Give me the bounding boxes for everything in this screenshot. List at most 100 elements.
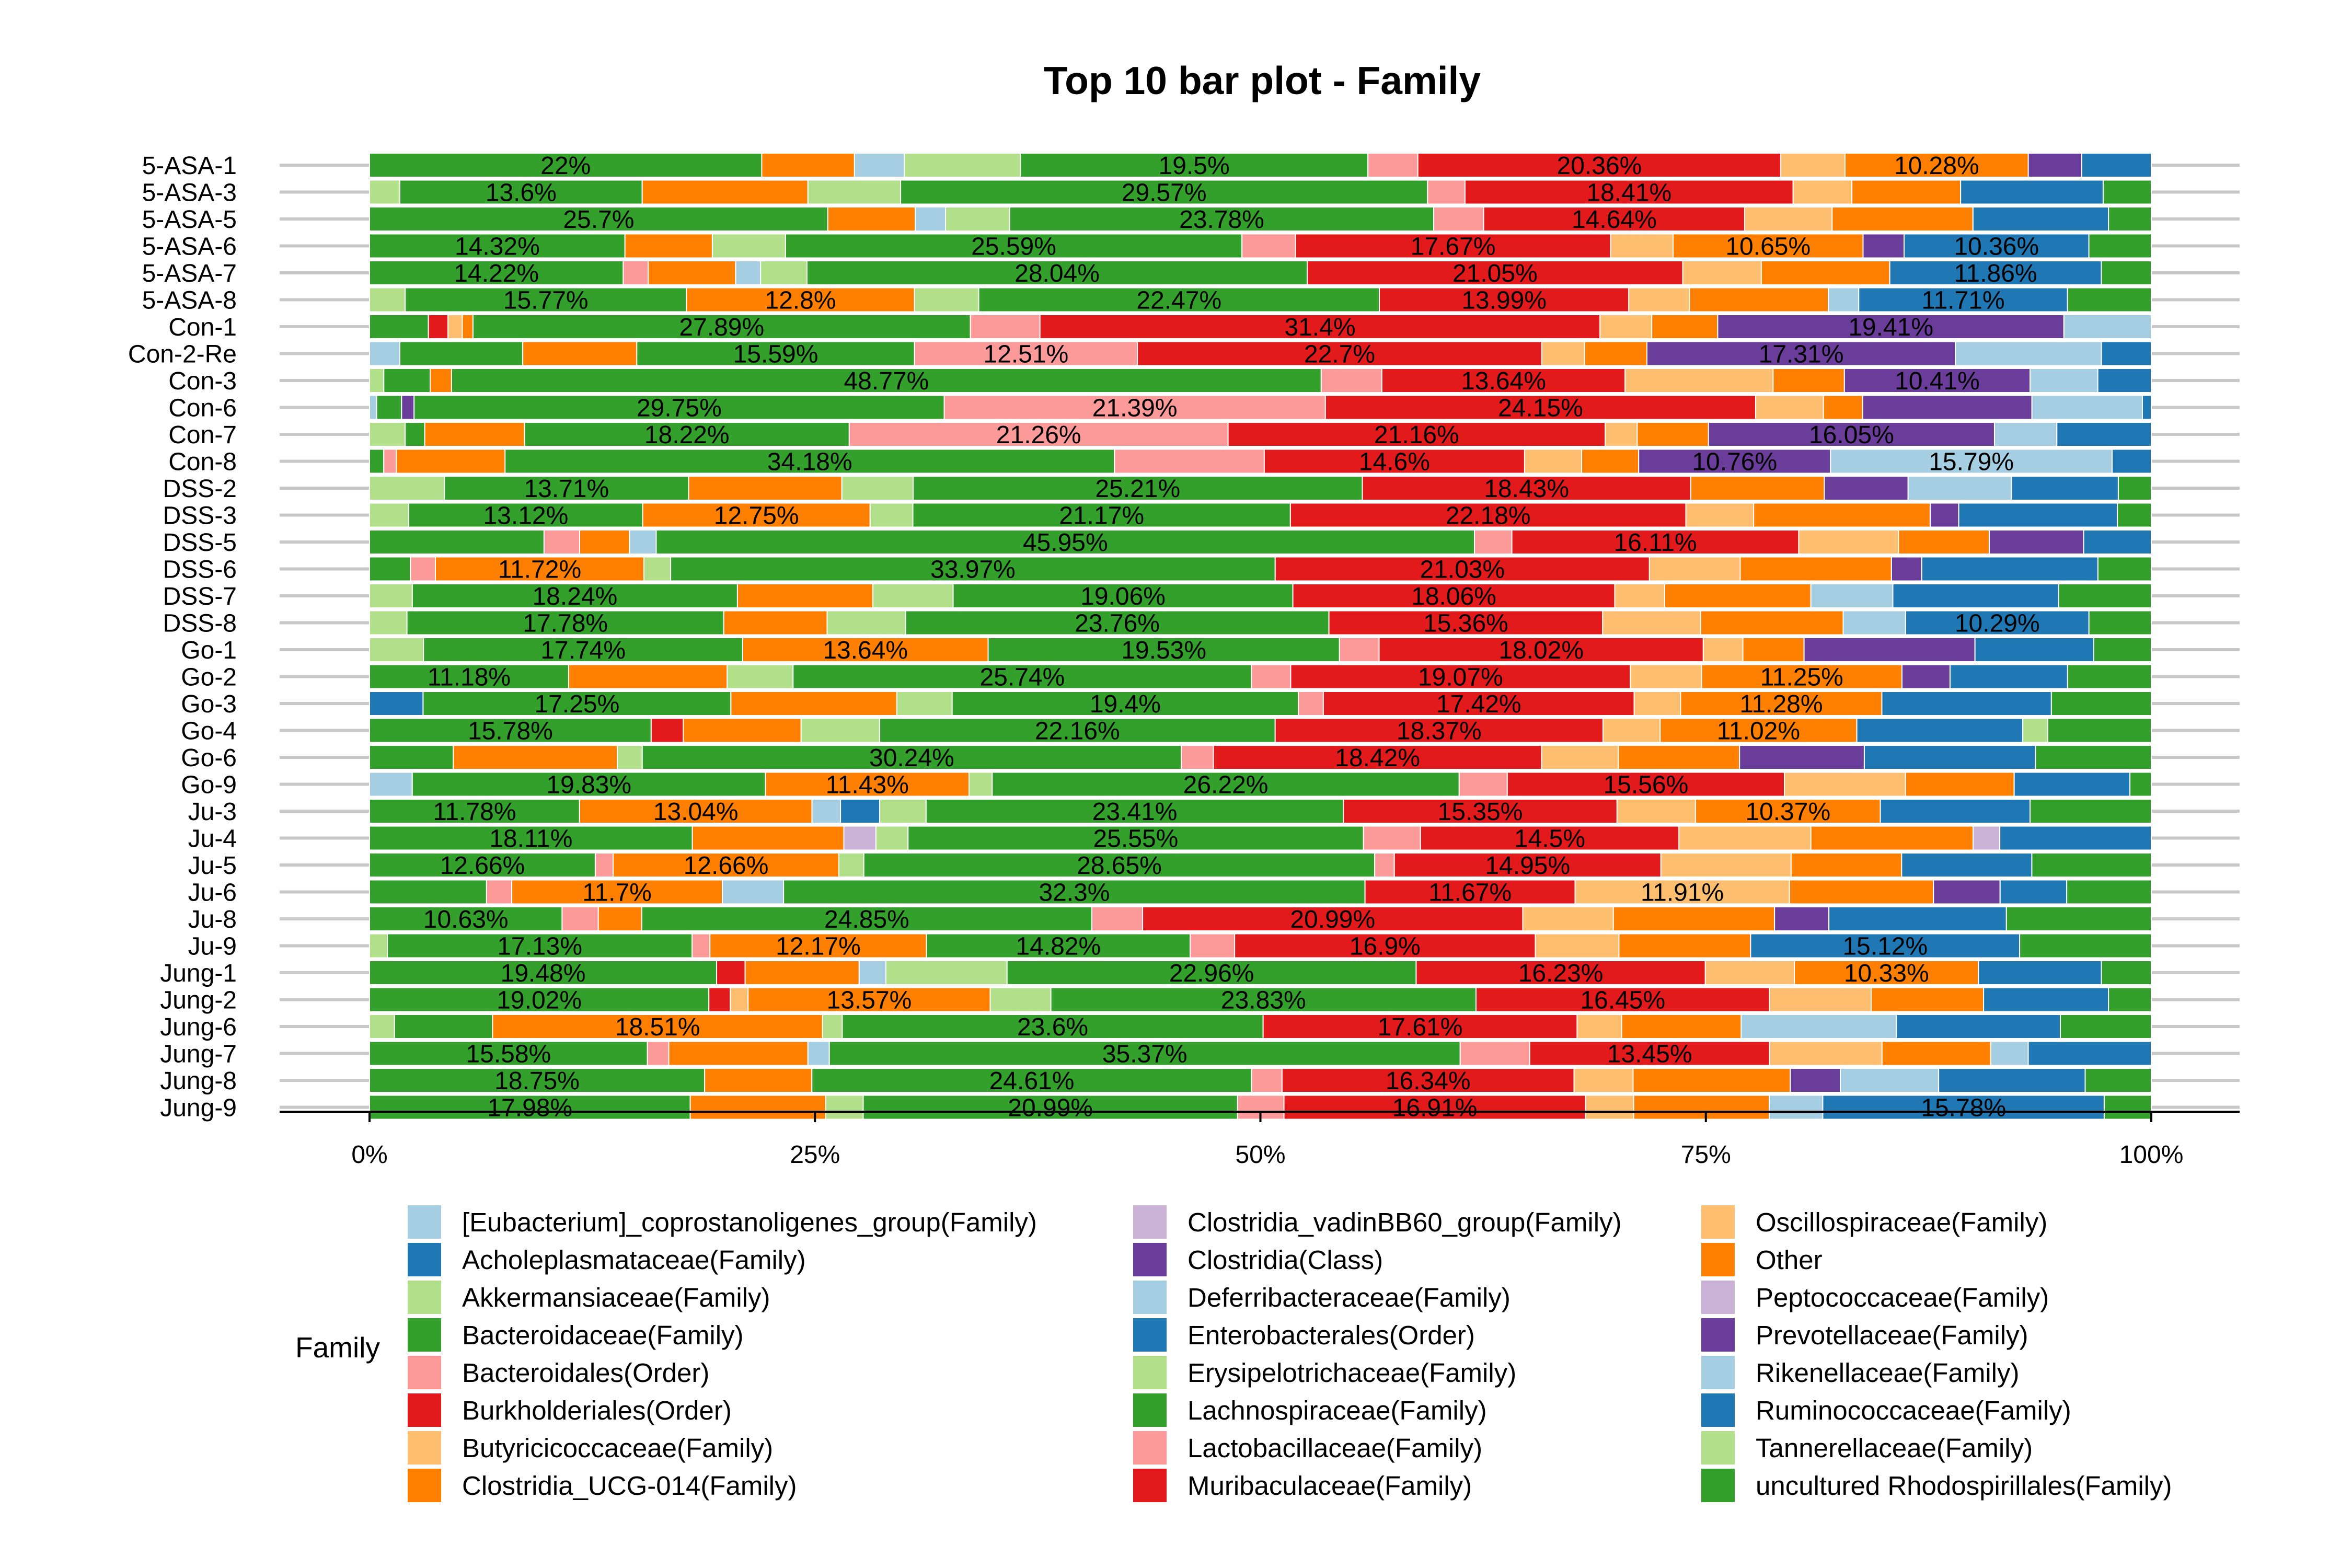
category-label: DSS-2 — [163, 475, 237, 503]
data-label: 13.57% — [827, 987, 912, 1014]
bar-segment — [1739, 745, 1865, 770]
bar-segment — [1694, 799, 1881, 824]
bar-row: 13.6% 29.57% 18.41% — [369, 179, 2152, 207]
data-label: 31.4% — [1284, 314, 1355, 341]
bar-segment — [643, 556, 672, 582]
data-label: 15.78% — [468, 718, 553, 745]
data-label: 25.55% — [1093, 825, 1179, 853]
bar-segment — [2013, 771, 2131, 797]
legend-label: Tannerellaceae(Family) — [1756, 1433, 2033, 1463]
bar-segment — [369, 422, 406, 447]
data-label: 28.04% — [1014, 260, 1100, 287]
bar-row: 18.75% 24.61% 16.34% — [369, 1067, 2152, 1095]
bar-segment — [1378, 637, 1704, 662]
data-label: 25.21% — [1095, 475, 1180, 503]
bar-row: 48.77% 13.64% 10.41% — [369, 367, 2152, 395]
bar-segment — [885, 960, 1008, 985]
data-label: 14.32% — [455, 233, 540, 261]
data-label: 19.06% — [1080, 583, 1166, 610]
data-label: 19.48% — [501, 960, 586, 987]
data-label: 17.42% — [1436, 690, 1521, 718]
bar-segment — [1938, 1068, 2086, 1093]
data-label: 29.75% — [637, 395, 722, 422]
bar-segment — [2067, 287, 2152, 313]
bar-segment — [1880, 799, 2031, 824]
category-label: Jung-8 — [160, 1067, 237, 1095]
bar-segment — [691, 933, 711, 959]
bar-segment — [1784, 771, 1906, 797]
bar-segment — [369, 1014, 395, 1039]
bar-row: 45.95% 16.11% — [369, 529, 2152, 557]
bar-segment — [785, 233, 1243, 259]
data-label: 25.74% — [980, 664, 1065, 691]
bar-segment — [1605, 422, 1638, 447]
bar-segment — [1142, 906, 1524, 931]
legend-label: Deferribacteraceae(Family) — [1187, 1283, 1511, 1312]
bar-row: 19.83% 11.43% 26.22% 15.56% — [369, 771, 2152, 799]
bar-segment — [1251, 664, 1292, 689]
bar-segment — [1704, 960, 1795, 985]
legend-label: Bacteroidales(Order) — [462, 1358, 709, 1388]
data-label: 11.43% — [826, 771, 909, 799]
bar-segment — [369, 1094, 691, 1120]
bar-segment — [1234, 933, 1536, 959]
bar-segment — [800, 718, 880, 743]
data-label: 17.61% — [1378, 1013, 1463, 1041]
bar-segment — [369, 583, 413, 608]
legend-key — [408, 1431, 441, 1465]
bar-segment — [1772, 368, 1845, 393]
data-label: 17.25% — [534, 690, 619, 718]
bar-row: 15.78% 22.16% 18.37% 11.02% — [369, 718, 2152, 745]
bar-segment — [1960, 179, 2104, 205]
bar-segment — [1632, 1068, 1791, 1093]
bar-segment — [369, 906, 563, 931]
data-label: 11.02% — [1717, 718, 1800, 745]
bar-segment — [2097, 556, 2152, 582]
legend-item: Ruminococcaceae(Family) — [1701, 1393, 2071, 1427]
bar-segment — [2108, 206, 2152, 232]
legend-item: Bacteroidaceae(Family) — [408, 1318, 744, 1352]
plot-area: 22% 19.5% 20.36% 10.28% 5-ASA-1 13.6% 29.57% 18… — [128, 152, 2240, 1169]
category-label: DSS-7 — [163, 583, 237, 610]
legend-item: Clostridia_UCG-014(Family) — [408, 1469, 797, 1502]
data-label: 15.58% — [466, 1041, 551, 1068]
data-label: 23.41% — [1092, 798, 1178, 826]
bar-segment — [1769, 1041, 1883, 1066]
bar-segment — [629, 529, 657, 555]
legend-item: Enterobacterales(Order) — [1133, 1318, 1475, 1352]
bar-segment — [1828, 287, 1860, 313]
bar-segment — [451, 368, 1322, 393]
data-label: 14.95% — [1485, 852, 1570, 880]
data-label: 22.16% — [1035, 718, 1120, 745]
bar-segment — [1114, 448, 1265, 474]
bar-segment — [896, 691, 953, 716]
bar-segment — [822, 1014, 843, 1039]
bar-segment — [1339, 637, 1380, 662]
legend-label: Prevotellaceae(Family) — [1756, 1320, 2028, 1350]
bar-segment — [1949, 664, 2068, 689]
bar-segment — [744, 960, 860, 985]
bar-segment — [405, 422, 425, 447]
legend-key — [1701, 1243, 1735, 1276]
bar-segment — [594, 852, 614, 878]
legend-key — [408, 1205, 441, 1239]
data-label: 15.36% — [1423, 610, 1508, 638]
data-label: 11.28% — [1739, 690, 1823, 718]
data-label: 20.99% — [1290, 906, 1375, 933]
data-label: 33.97% — [930, 556, 1016, 584]
bar-segment — [1831, 206, 1974, 232]
bar-segment — [670, 556, 1276, 582]
bar-segment — [858, 960, 886, 985]
bar-segment — [597, 906, 642, 931]
data-label: 13.71% — [524, 475, 609, 503]
data-label: 23.83% — [1221, 987, 1306, 1014]
bar-row: 15.59% 12.51% 22.7% 17.31% — [369, 341, 2152, 368]
bar-segment — [1621, 1014, 1742, 1039]
data-label: 23.76% — [1075, 610, 1160, 638]
bar-segment — [622, 260, 649, 285]
bar-segment — [1774, 906, 1830, 931]
bar-segment — [914, 206, 946, 232]
bar-row: 19.02% 13.57% 23.83% 16.45% — [369, 987, 2152, 1014]
bar-segment — [1958, 502, 2118, 528]
